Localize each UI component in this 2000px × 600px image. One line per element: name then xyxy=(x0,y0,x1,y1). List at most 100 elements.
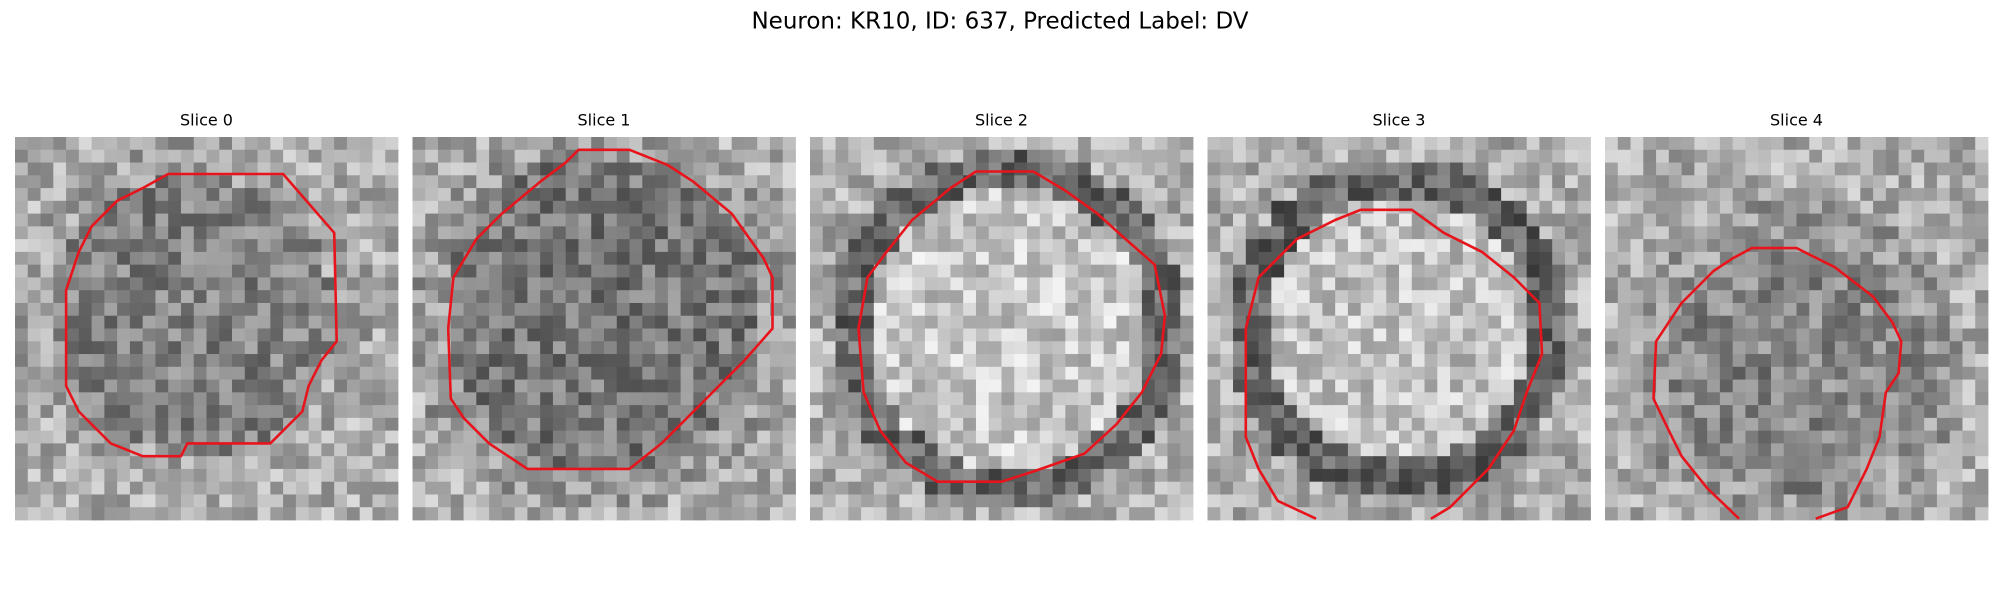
pixel xyxy=(1630,162,1644,176)
pixel xyxy=(1284,226,1298,240)
pixel xyxy=(412,188,426,202)
pixel xyxy=(91,468,105,483)
pixel xyxy=(1668,430,1682,444)
pixel xyxy=(514,468,528,483)
pixel xyxy=(810,162,824,176)
pixel xyxy=(822,302,836,317)
pixel xyxy=(1488,226,1502,240)
pixel xyxy=(308,200,322,214)
pixel xyxy=(1911,162,1925,176)
pixel xyxy=(283,405,297,419)
pixel xyxy=(744,315,758,329)
pixel xyxy=(346,251,361,266)
pixel xyxy=(168,226,182,240)
pixel xyxy=(1962,290,1976,304)
pixel xyxy=(1450,200,1464,214)
pixel xyxy=(731,430,745,444)
pixel xyxy=(1488,468,1502,483)
pixel xyxy=(1719,443,1734,457)
pixel xyxy=(1360,417,1374,432)
pixel xyxy=(1103,200,1117,214)
pixel xyxy=(270,481,284,495)
pixel xyxy=(346,494,361,508)
pixel xyxy=(680,264,694,278)
pixel xyxy=(1437,354,1451,368)
pixel xyxy=(1271,213,1285,227)
pixel xyxy=(53,405,67,419)
pixel xyxy=(514,341,528,355)
pixel xyxy=(616,379,630,393)
pixel xyxy=(232,200,246,214)
pixel xyxy=(295,239,310,253)
pixel xyxy=(117,507,131,521)
pixel xyxy=(835,277,849,291)
pixel xyxy=(1437,290,1451,304)
pixel xyxy=(1180,443,1194,457)
pixel xyxy=(1411,366,1425,380)
pixel xyxy=(155,481,169,495)
pixel xyxy=(489,239,503,253)
pixel xyxy=(950,137,964,151)
pixel xyxy=(283,162,297,176)
pixel xyxy=(1681,200,1695,214)
pixel xyxy=(129,290,144,304)
pixel xyxy=(1834,328,1848,342)
pixel xyxy=(1373,188,1387,202)
pixel xyxy=(873,456,887,470)
pixel xyxy=(642,430,656,444)
pixel xyxy=(1643,341,1657,355)
pixel xyxy=(206,200,220,214)
pixel xyxy=(552,430,567,444)
pixel xyxy=(1834,417,1848,432)
pixel xyxy=(1258,443,1272,457)
pixel xyxy=(757,443,771,457)
pixel xyxy=(412,468,426,483)
pixel xyxy=(1656,494,1670,508)
pixel xyxy=(295,481,310,495)
pixel xyxy=(1424,239,1438,253)
pixel xyxy=(1233,481,1247,495)
pixel xyxy=(1284,251,1298,266)
pixel xyxy=(1924,213,1938,227)
pixel xyxy=(1822,405,1836,419)
pixel xyxy=(552,507,567,521)
pixel xyxy=(1745,405,1759,419)
pixel xyxy=(91,251,105,266)
pixel xyxy=(1167,213,1181,227)
pixel xyxy=(1180,354,1194,368)
pixel xyxy=(15,507,29,521)
pixel xyxy=(655,175,669,189)
pixel xyxy=(565,354,579,368)
pixel xyxy=(1309,417,1323,432)
pixel xyxy=(142,456,156,470)
pixel xyxy=(1180,251,1194,266)
pixel xyxy=(385,315,399,329)
pixel xyxy=(155,507,169,521)
pixel xyxy=(1475,315,1489,329)
pixel xyxy=(295,162,310,176)
pixel xyxy=(1834,239,1848,253)
pixel xyxy=(1296,392,1311,406)
pixel xyxy=(308,213,322,227)
pixel xyxy=(1437,366,1451,380)
pixel xyxy=(283,341,297,355)
pixel xyxy=(1167,481,1181,495)
pixel xyxy=(1847,456,1861,470)
pixel xyxy=(731,468,745,483)
pixel xyxy=(731,315,745,329)
slice-image xyxy=(412,137,796,521)
pixel xyxy=(476,302,490,317)
pixel xyxy=(1284,277,1298,291)
pixel xyxy=(1707,213,1721,227)
pixel xyxy=(1129,468,1143,483)
pixel xyxy=(782,264,796,278)
pixel xyxy=(1090,379,1105,393)
pixel xyxy=(1065,341,1079,355)
pixel xyxy=(489,251,503,266)
pixel xyxy=(27,137,41,151)
pixel xyxy=(718,430,733,444)
pixel xyxy=(1834,213,1848,227)
pixel xyxy=(1770,456,1785,470)
pixel xyxy=(1399,226,1413,240)
pixel xyxy=(1758,494,1772,508)
